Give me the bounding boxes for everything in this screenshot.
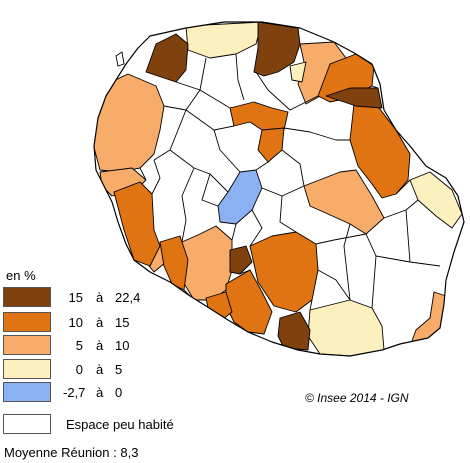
area-center-dark [229, 245, 253, 275]
legend-separator: à [96, 385, 104, 400]
legend-sparse-label: Espace peu habité [66, 417, 174, 432]
area-south-small [205, 291, 233, 321]
area-northeast-dark [325, 87, 383, 109]
legend-swatch-2 [3, 312, 51, 332]
legend-separator: à [96, 338, 104, 353]
legend-min: 5 [75, 338, 83, 353]
area-central-south [181, 225, 233, 301]
area-east-middle [303, 169, 385, 235]
legend-min: 10 [68, 315, 83, 330]
area-south-dark [277, 311, 311, 351]
legend-separator: à [96, 362, 104, 377]
area-south-large [249, 231, 319, 313]
area-north-small [289, 61, 307, 83]
islet-northwest [115, 51, 125, 67]
island-outline [93, 21, 465, 357]
average-value: Moyenne Réunion : 8,3 [4, 445, 139, 460]
legend-max: 10 [115, 338, 130, 353]
area-east-coast [409, 171, 463, 229]
area-west-side [113, 181, 161, 267]
area-north-dark [253, 22, 301, 77]
legend-swatch-4 [3, 359, 51, 379]
legend-min: 0 [75, 362, 83, 377]
area-west-coast [94, 73, 165, 173]
legend-max: 15 [115, 315, 130, 330]
source-credit: © Insee 2014 - IGN [305, 391, 409, 405]
legend-min: -2,7 [63, 385, 86, 400]
legend-swatch-sparse [3, 414, 51, 434]
legend-swatch-5 [3, 382, 51, 402]
legend-title: en % [6, 268, 36, 283]
legend-max: 22,4 [115, 290, 141, 305]
legend-max: 5 [115, 362, 123, 377]
area-south-coast [307, 299, 385, 356]
legend-swatch-1 [3, 287, 51, 307]
area-northwest-dark [145, 33, 189, 83]
legend-separator: à [96, 290, 104, 305]
legend-max: 0 [115, 385, 123, 400]
legend-min: 15 [68, 290, 83, 305]
legend-swatch-3 [3, 335, 51, 355]
area-center-north [257, 127, 285, 163]
legend-separator: à [96, 315, 104, 330]
